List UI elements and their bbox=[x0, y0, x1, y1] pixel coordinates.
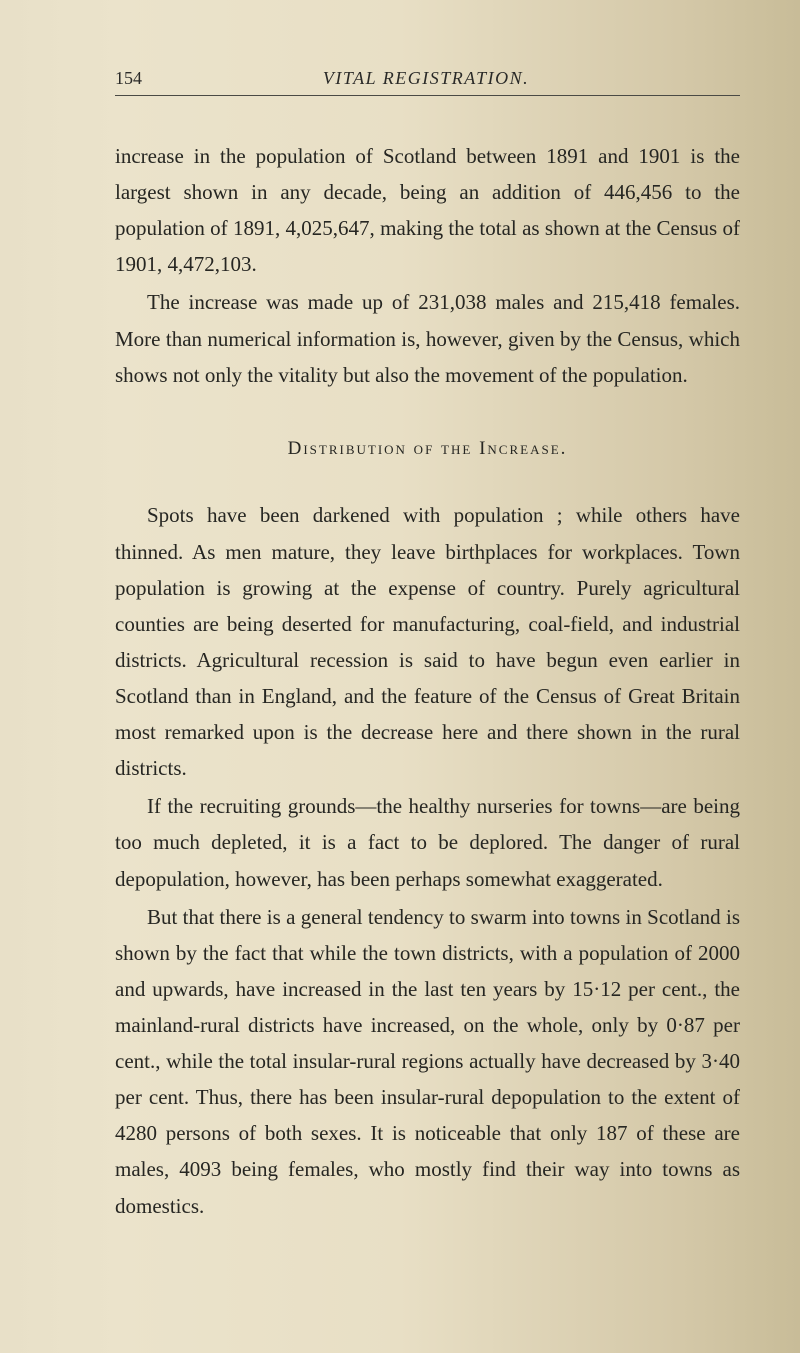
section-distribution: Spots have been darkened with population… bbox=[115, 497, 740, 1223]
page-container: 154 VITAL REGISTRATION. increase in the … bbox=[0, 0, 800, 1286]
body-text: increase in the population of Scotland b… bbox=[115, 138, 740, 1224]
running-title: VITAL REGISTRATION. bbox=[142, 68, 740, 89]
page-header: 154 VITAL REGISTRATION. bbox=[115, 68, 740, 96]
intro-paragraph-2: The increase was made up of 231,038 male… bbox=[115, 284, 740, 392]
intro-paragraph-1: increase in the population of Scotland b… bbox=[115, 138, 740, 282]
distribution-paragraph-2: If the recruiting grounds—the healthy nu… bbox=[115, 788, 740, 896]
page-number: 154 bbox=[115, 68, 142, 89]
distribution-paragraph-1: Spots have been darkened with population… bbox=[115, 497, 740, 786]
distribution-paragraph-3: But that there is a general tendency to … bbox=[115, 899, 740, 1224]
section-heading-distribution: Distribution of the Increase. bbox=[115, 433, 740, 466]
